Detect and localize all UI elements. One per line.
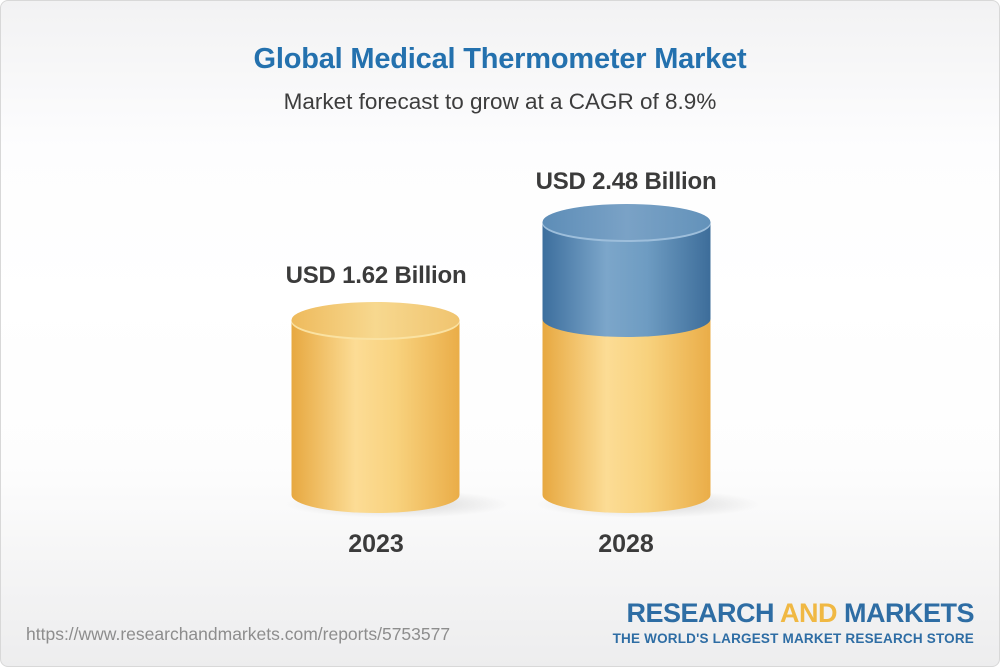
bar-2023-cylinder-side	[291, 320, 460, 513]
chart-subtitle: Market forecast to grow at a CAGR of 8.9…	[283, 89, 717, 114]
logo-word-markets: MARKETS	[844, 598, 975, 628]
value-label-2023: USD 1.62 Billion	[285, 262, 467, 289]
logo-word-research: RESEARCH	[626, 598, 774, 628]
bar-2028-base-segment	[542, 319, 711, 513]
category-label-2028: 2028	[598, 530, 654, 558]
chart-title: Global Medical Thermometer Market	[253, 43, 747, 75]
bar-2028-cylinder-top	[542, 204, 711, 240]
bar-2028-growth-segment	[542, 222, 711, 337]
research-and-markets-logo: RESEARCH AND MARKETS THE WORLD'S LARGEST…	[612, 600, 975, 646]
report-url: https://www.researchandmarkets.com/repor…	[26, 624, 451, 644]
logo-tagline: THE WORLD'S LARGEST MARKET RESEARCH STOR…	[612, 631, 974, 646]
category-label-2023: 2023	[348, 530, 404, 558]
bar-2023-cylinder-top	[291, 302, 460, 338]
logo-wordmark: RESEARCH AND MARKETS	[613, 600, 974, 627]
value-label-2028: USD 2.48 Billion	[535, 168, 717, 195]
logo-word-and: AND	[779, 598, 838, 628]
